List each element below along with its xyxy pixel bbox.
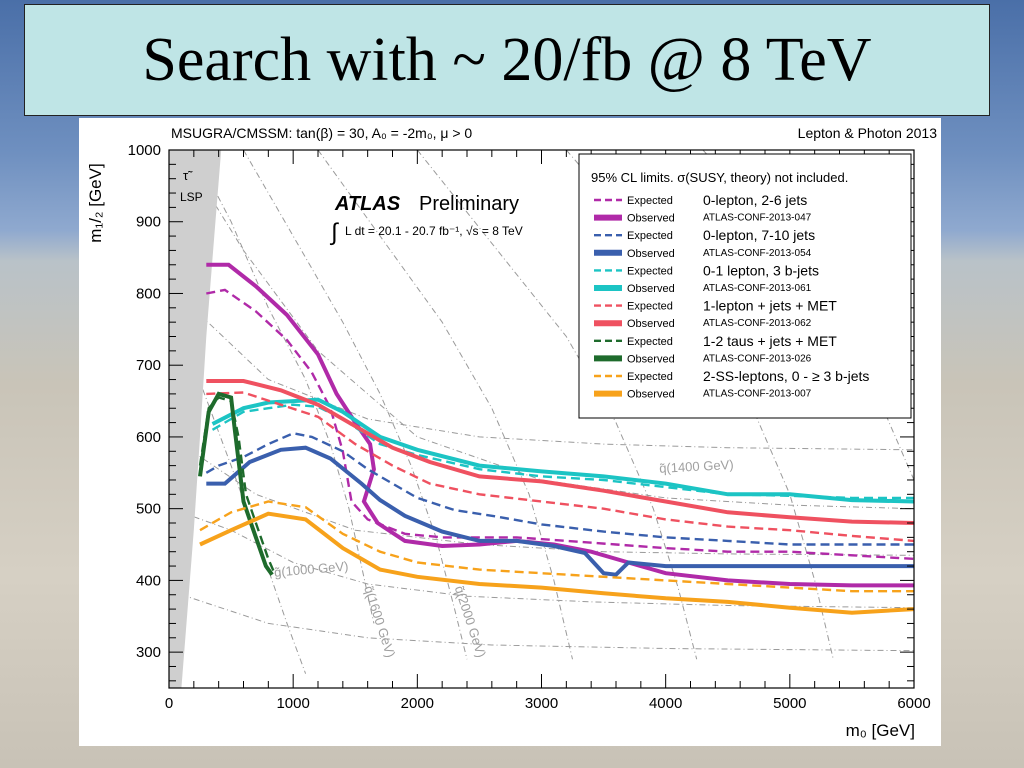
slide-title: Search with ~ 20/fb @ 8 TeV (142, 25, 872, 94)
conference-label: Lepton & Photon 2013 (798, 125, 938, 141)
observed-line-3 (211, 397, 914, 504)
squark-1600-label: q̃(1600 GeV) (361, 584, 398, 659)
x-tick-label: 6000 (897, 695, 930, 712)
x-tick-label: 3000 (525, 695, 558, 712)
observed-line-1 (206, 262, 914, 588)
integral-sign: ∫ (329, 219, 339, 246)
y-tick-label: 400 (136, 572, 161, 589)
legend-observed-label: Observed (627, 213, 675, 225)
legend-series-name: 2-SS-leptons, 0 - ≥ 3 b-jets (703, 368, 869, 384)
preliminary-label: Preliminary (419, 193, 519, 215)
stau-label: τ̃ (183, 168, 193, 183)
observed-line-2 (206, 445, 914, 577)
gluino-1000-label: g̃(1000 GeV) (273, 558, 348, 579)
x-tick-label: 0 (165, 695, 173, 712)
legend-series-ref: ATLAS-CONF-2013-062 (703, 318, 812, 329)
squark-2800-contour (416, 150, 698, 660)
expected-line-2 (205, 432, 914, 546)
y-tick-label: 900 (136, 214, 161, 231)
legend-observed-label: Observed (627, 353, 675, 365)
legend-expected-label: Expected (627, 265, 673, 277)
legend-series-name: 1-2 taus + jets + MET (703, 333, 837, 349)
legend-series-name: 0-lepton, 2-6 jets (703, 192, 807, 208)
atlas-label: ATLAS (334, 193, 401, 215)
y-tick-label: 600 (136, 429, 161, 446)
y-tick-label: 700 (136, 357, 161, 374)
lsp-label: LSP (180, 190, 203, 204)
observed-line-6 (199, 511, 914, 615)
legend-header: 95% CL limits. σ(SUSY, theory) not inclu… (591, 170, 848, 185)
legend-observed-label: Observed (627, 248, 675, 260)
y-tick-label: 800 (136, 285, 161, 302)
squark-1400-label: q̃(1400 GeV) (659, 457, 734, 476)
y-axis-label: m₁/₂ [GeV] (86, 163, 105, 242)
y-tick-label: 1000 (128, 142, 161, 159)
legend-observed-label: Observed (627, 283, 675, 295)
legend-expected-label: Expected (627, 301, 673, 313)
observed-line-4 (206, 379, 914, 525)
x-tick-label: 5000 (773, 695, 806, 712)
observed-line-5 (198, 391, 274, 576)
gluino-1000-contour (181, 511, 914, 609)
legend-expected-label: Expected (627, 336, 673, 348)
squark-1600-contour (193, 150, 375, 624)
legend-series-name: 0-lepton, 7-10 jets (703, 227, 815, 243)
y-tick-label: 300 (136, 644, 161, 661)
gluino-1600-contour (181, 296, 914, 451)
x-tick-label: 4000 (649, 695, 682, 712)
legend-series-ref: ATLAS-CONF-2013-047 (703, 213, 812, 224)
slide-title-box: Search with ~ 20/fb @ 8 TeV (24, 4, 990, 116)
exclusion-chart: MSUGRA/CMSSM: tan(β) = 30, A₀ = -2m₀, μ … (86, 125, 938, 740)
legend-series-ref: ATLAS-CONF-2013-061 (703, 283, 812, 294)
legend-series-ref: ATLAS-CONF-2013-007 (703, 389, 812, 400)
legend-series-ref: ATLAS-CONF-2013-026 (703, 353, 812, 364)
x-tick-label: 2000 (401, 695, 434, 712)
legend-observed-label: Observed (627, 389, 675, 401)
expected-line-6 (199, 500, 914, 593)
lsp-excluded-region (169, 150, 222, 688)
legend-series-name: 1-lepton + jets + MET (703, 298, 837, 314)
y-tick-label: 500 (136, 501, 161, 518)
squark-2400-contour (317, 150, 573, 660)
expected-line-4 (206, 391, 914, 543)
legend-series-ref: ATLAS-CONF-2013-054 (703, 248, 812, 259)
lumi-label: L dt = 20.1 - 20.7 fb⁻¹, √s = 8 TeV (345, 224, 523, 238)
expected-line-1 (206, 288, 914, 561)
x-axis-label: m₀ [GeV] (846, 721, 915, 740)
gluino-800-contour (181, 594, 914, 652)
squark-2000-contour (243, 150, 468, 660)
legend-series-name: 0-1 lepton, 3 b-jets (703, 262, 819, 278)
legend-expected-label: Expected (627, 230, 673, 242)
legend-box (578, 153, 912, 419)
legend: 95% CL limits. σ(SUSY, theory) not inclu… (578, 153, 912, 419)
legend-expected-label: Expected (627, 195, 673, 207)
model-label: MSUGRA/CMSSM: tan(β) = 30, A₀ = -2m₀, μ … (171, 125, 472, 141)
legend-expected-label: Expected (627, 371, 673, 383)
legend-observed-label: Observed (627, 318, 675, 330)
plot-area: q̃(1400 GeV)g̃(1000 GeV)q̃(1600 GeV) q̃(2… (128, 142, 931, 712)
x-tick-label: 1000 (276, 695, 309, 712)
